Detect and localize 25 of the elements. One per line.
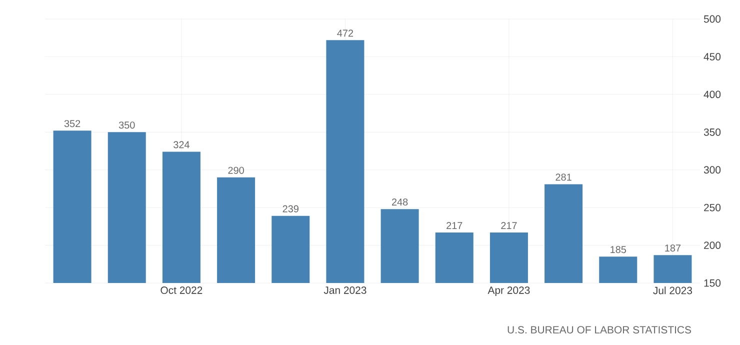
data-label: 185 <box>610 246 626 254</box>
data-label: 324 <box>174 141 190 148</box>
data-label: 239 <box>282 205 298 212</box>
y-tick-label: 150 <box>704 279 721 287</box>
data-label: 290 <box>228 166 244 174</box>
x-tick-label: Apr 2023 <box>488 286 530 296</box>
data-label: 350 <box>118 122 135 129</box>
data-label: 217 <box>501 222 517 229</box>
y-tick-label: 300 <box>704 166 721 174</box>
data-label: 281 <box>556 174 572 181</box>
data-label: 217 <box>446 222 462 229</box>
y-tick-label: 500 <box>704 15 721 23</box>
y-tick-label: 350 <box>704 128 721 136</box>
y-tick-label: 400 <box>704 90 721 98</box>
data-label: 248 <box>392 198 408 206</box>
data-label: 472 <box>337 30 354 37</box>
text: U.S. BUREAU OF LABOR STATISTICS <box>508 326 692 334</box>
y-tick-label: 250 <box>704 204 721 212</box>
y-tick-label: 200 <box>704 242 721 249</box>
data-label: 352 <box>64 120 80 128</box>
y-tick-label: 450 <box>704 53 721 60</box>
data-label: 187 <box>665 244 681 252</box>
x-tick-label: Jan 2023 <box>324 286 366 294</box>
x-tick-label: Jul 2023 <box>653 286 692 294</box>
x-tick-label: Oct 2022 <box>160 286 202 294</box>
